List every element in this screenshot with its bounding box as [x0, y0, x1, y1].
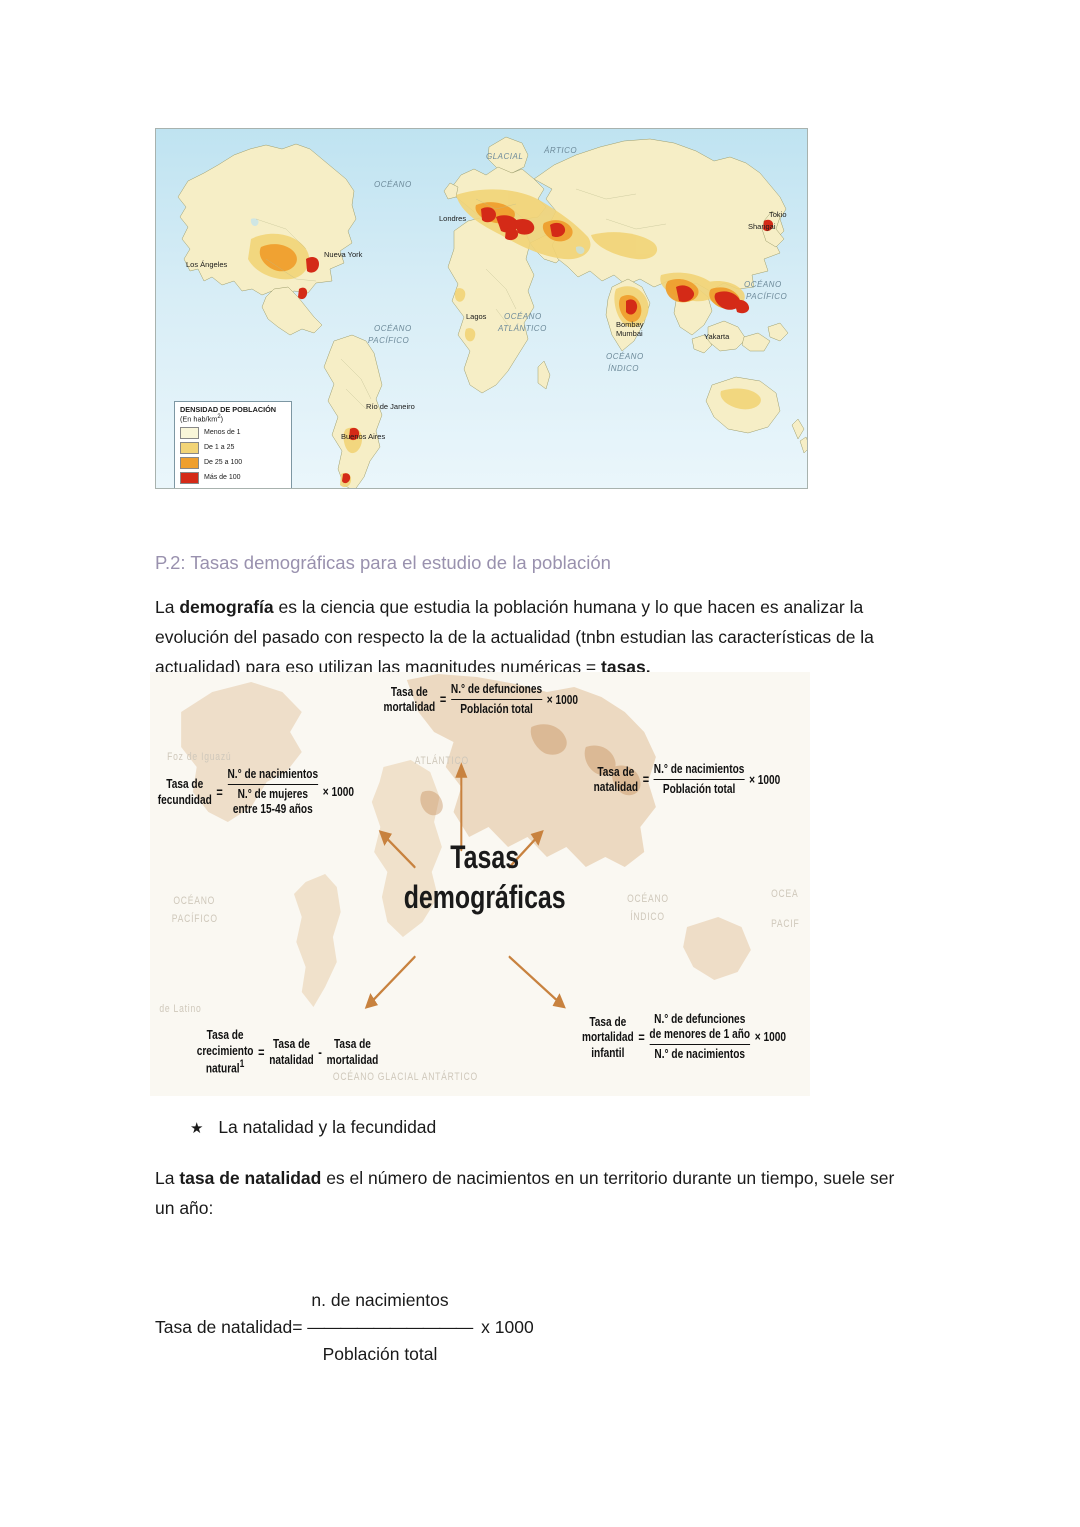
svg-text:PACÍFICO: PACÍFICO [368, 336, 409, 345]
svg-text:Nueva York: Nueva York [324, 250, 363, 259]
svg-text:ATLÁNTICO: ATLÁNTICO [497, 324, 547, 333]
svg-text:OCÉANO: OCÉANO [504, 312, 542, 321]
svg-text:OCÉANO: OCÉANO [374, 324, 412, 333]
svg-text:Lagos: Lagos [466, 312, 487, 321]
svg-text:Londres: Londres [439, 214, 466, 223]
svg-text:PACÍFICO: PACÍFICO [746, 292, 787, 301]
svg-text:Bombay: Bombay [616, 320, 644, 329]
svg-text:Tokio: Tokio [769, 210, 787, 219]
svg-text:Yakarta: Yakarta [704, 332, 730, 341]
svg-text:GLACIAL: GLACIAL [486, 152, 523, 161]
svg-text:OCÉANO: OCÉANO [606, 352, 644, 361]
svg-text:Shangai: Shangai [748, 222, 776, 231]
svg-text:Mumbai: Mumbai [616, 329, 643, 338]
svg-text:Los Ángeles: Los Ángeles [186, 260, 228, 269]
svg-text:OCÉANO: OCÉANO [374, 180, 412, 189]
svg-text:Buenos Aires: Buenos Aires [341, 432, 385, 441]
svg-text:ÁRTICO: ÁRTICO [543, 146, 577, 155]
svg-text:Río de Janeiro: Río de Janeiro [366, 402, 415, 411]
svg-text:OCÉANO: OCÉANO [744, 280, 782, 289]
svg-text:ÍNDICO: ÍNDICO [608, 364, 639, 373]
